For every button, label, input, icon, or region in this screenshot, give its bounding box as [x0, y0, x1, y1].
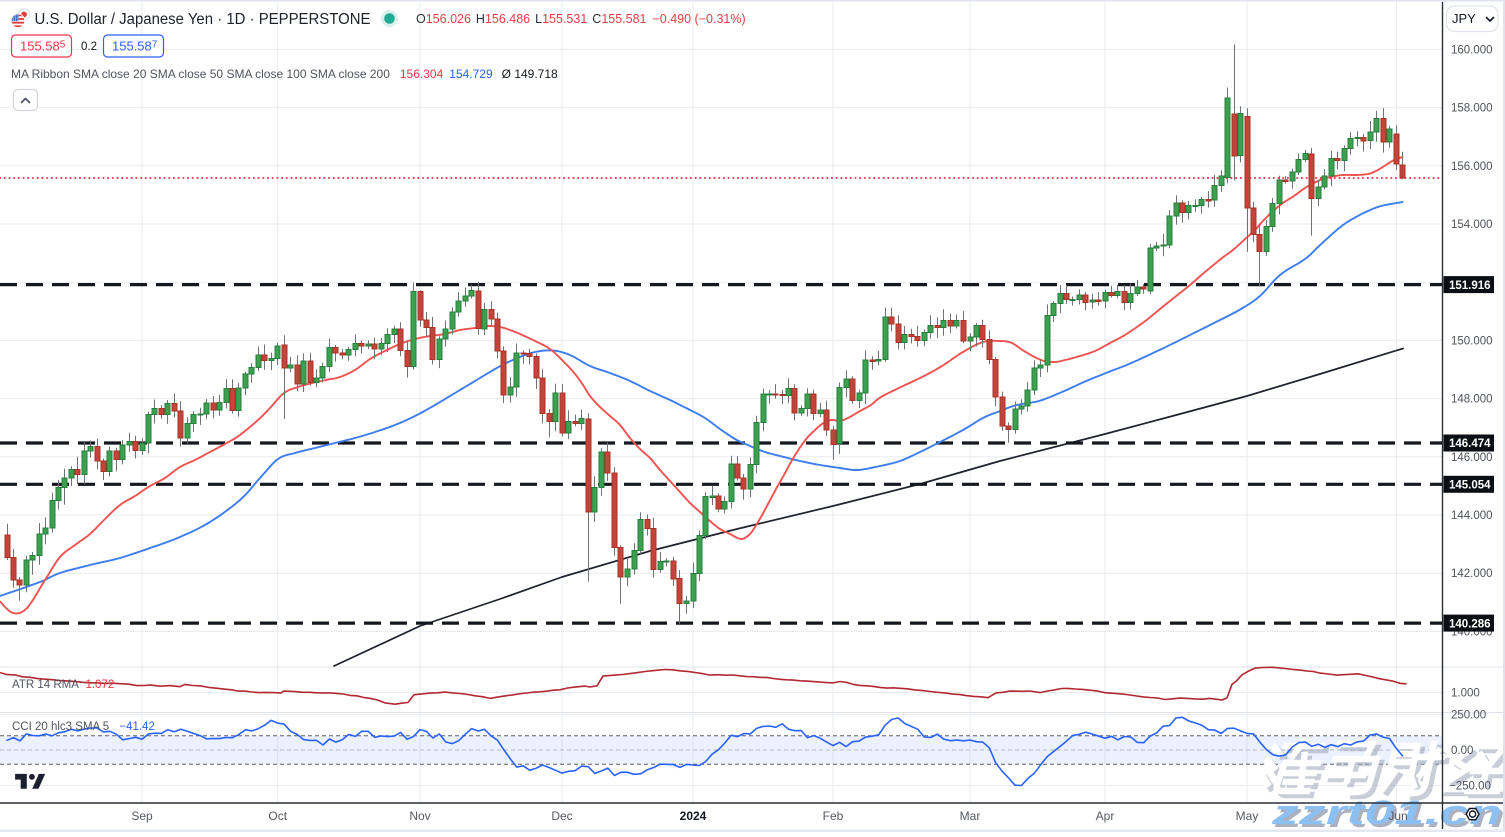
svg-text:160.000: 160.000	[1451, 44, 1493, 56]
svg-text:144.000: 144.000	[1451, 510, 1493, 522]
svg-text:Feb: Feb	[823, 809, 844, 823]
svg-text:146.474: 146.474	[1449, 438, 1491, 450]
svg-text:May: May	[1236, 809, 1259, 823]
svg-text:154.000: 154.000	[1451, 219, 1493, 231]
svg-text:Nov: Nov	[409, 809, 430, 823]
svg-text:0.2: 0.2	[81, 41, 97, 53]
svg-text:156.000: 156.000	[1451, 161, 1493, 173]
svg-text:155.587: 155.587	[112, 39, 158, 54]
svg-text:0.00: 0.00	[1451, 745, 1473, 757]
svg-text:JPY: JPY	[1452, 11, 1476, 26]
svg-text:142.000: 142.000	[1451, 568, 1493, 580]
svg-text:−250.00: −250.00	[1449, 781, 1491, 793]
svg-text:140.286: 140.286	[1449, 618, 1491, 630]
svg-text:Mar: Mar	[960, 809, 981, 823]
svg-text:ATR 14 RMA 1.072: ATR 14 RMA 1.072	[12, 679, 114, 691]
svg-text:CCI 20 hlc3 SMA 5 −41.42: CCI 20 hlc3 SMA 5 −41.42	[12, 721, 155, 733]
svg-text:Sep: Sep	[131, 809, 153, 823]
svg-text:1.000: 1.000	[1451, 688, 1480, 700]
svg-text:Dec: Dec	[551, 809, 572, 823]
svg-text:146.000: 146.000	[1451, 452, 1493, 464]
svg-text:150.000: 150.000	[1451, 335, 1493, 347]
svg-text:151.916: 151.916	[1449, 280, 1491, 292]
svg-text:Apr: Apr	[1096, 809, 1115, 823]
svg-text:148.000: 148.000	[1451, 394, 1493, 406]
svg-text:Jun: Jun	[1388, 809, 1407, 823]
svg-text:zzrt01.cn: zzrt01.cn	[1270, 794, 1502, 832]
svg-text:155.585: 155.585	[20, 39, 66, 54]
svg-text:U.S. Dollar / Japanese Yen · 1: U.S. Dollar / Japanese Yen · 1D · PEPPER…	[35, 11, 371, 28]
svg-text:Oct: Oct	[268, 809, 287, 823]
svg-text:250.00: 250.00	[1451, 710, 1486, 722]
svg-text:MA Ribbon SMA close 20 SMA clo: MA Ribbon SMA close 20 SMA close 50 SMA …	[11, 67, 558, 81]
svg-text:158.000: 158.000	[1451, 103, 1493, 115]
svg-text:2024: 2024	[680, 809, 707, 823]
svg-text:145.054: 145.054	[1449, 480, 1491, 492]
